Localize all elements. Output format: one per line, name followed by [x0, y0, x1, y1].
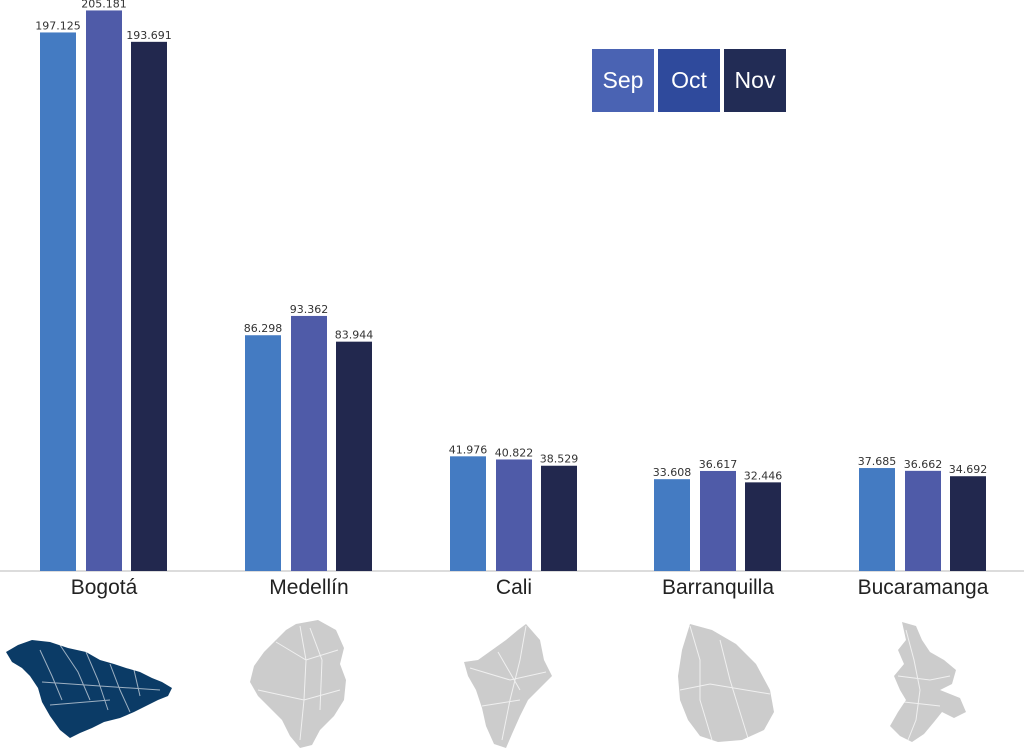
bar-nov-1[interactable]: [336, 341, 372, 571]
bar-nov-0[interactable]: [131, 41, 167, 572]
category-label: Barranquilla: [662, 576, 774, 599]
value-label: 86.298: [244, 322, 283, 335]
legend-item-nov[interactable]: Nov: [724, 49, 786, 112]
bar-oct-2[interactable]: [496, 459, 532, 571]
map-icon-medellin: [250, 620, 346, 748]
bar-nov-2[interactable]: [541, 465, 577, 571]
map-lines-barranquilla: [679, 625, 771, 741]
map-lines-cali: [469, 625, 547, 741]
bars-group: [40, 10, 986, 572]
value-labels-group: 197.125 86.298 41.976 33.608 37.685 205.181 93…: [35, 0, 987, 482]
map-lines-bogota: [39, 644, 161, 713]
map-icon-bogota: [6, 640, 172, 738]
value-label: 36.617: [699, 458, 738, 471]
legend: Sep Oct Nov: [592, 49, 786, 112]
value-label: 37.685: [858, 455, 897, 468]
value-label: 205.181: [81, 0, 127, 10]
value-label: 34.692: [949, 463, 988, 476]
bar-nov-4[interactable]: [950, 476, 986, 571]
category-label: Bogotá: [71, 576, 138, 599]
category-label: Bucaramanga: [858, 576, 989, 599]
value-label: 193.691: [126, 29, 172, 42]
bar-oct-4[interactable]: [905, 470, 941, 571]
value-label: 32.446: [744, 469, 783, 482]
map-icon-bucaramanga: [890, 622, 966, 742]
bar-oct-1[interactable]: [291, 315, 327, 571]
map-icon-barranquilla: [678, 624, 774, 742]
map-lines-medellin: [257, 625, 341, 741]
category-labels-group: Bogotá Medellín Cali Barranquilla Bucaramang…: [71, 576, 989, 599]
value-label: 33.608: [653, 466, 692, 479]
value-label: 40.822: [495, 446, 534, 459]
map-shape-bogota: [6, 640, 172, 738]
bar-oct-3[interactable]: [700, 470, 736, 571]
bar-nov-3[interactable]: [745, 482, 781, 571]
bar-sep-4[interactable]: [859, 468, 895, 571]
map-shape-medellin: [250, 620, 346, 748]
value-label: 197.125: [35, 19, 81, 32]
map-shape-cali: [464, 624, 552, 748]
value-label: 36.662: [904, 458, 943, 471]
map-lines-bucaramanga: [897, 629, 951, 741]
value-label: 38.529: [540, 453, 579, 466]
value-label: 93.362: [290, 303, 329, 316]
bar-sep-3[interactable]: [654, 479, 690, 571]
legend-item-sep[interactable]: Sep: [592, 49, 654, 112]
map-icon-cali: [464, 624, 552, 748]
bar-sep-0[interactable]: [40, 32, 76, 572]
bar-sep-2[interactable]: [450, 456, 486, 571]
value-label: 41.976: [449, 443, 488, 456]
bar-oct-0[interactable]: [86, 10, 122, 572]
category-label: Medellín: [269, 576, 348, 599]
legend-item-oct[interactable]: Oct: [658, 49, 720, 112]
map-shape-bucaramanga: [890, 622, 966, 742]
map-shape-barranquilla: [678, 624, 774, 742]
bar-sep-1[interactable]: [245, 335, 281, 571]
value-label: 83.944: [335, 329, 374, 342]
category-label: Cali: [496, 576, 532, 599]
